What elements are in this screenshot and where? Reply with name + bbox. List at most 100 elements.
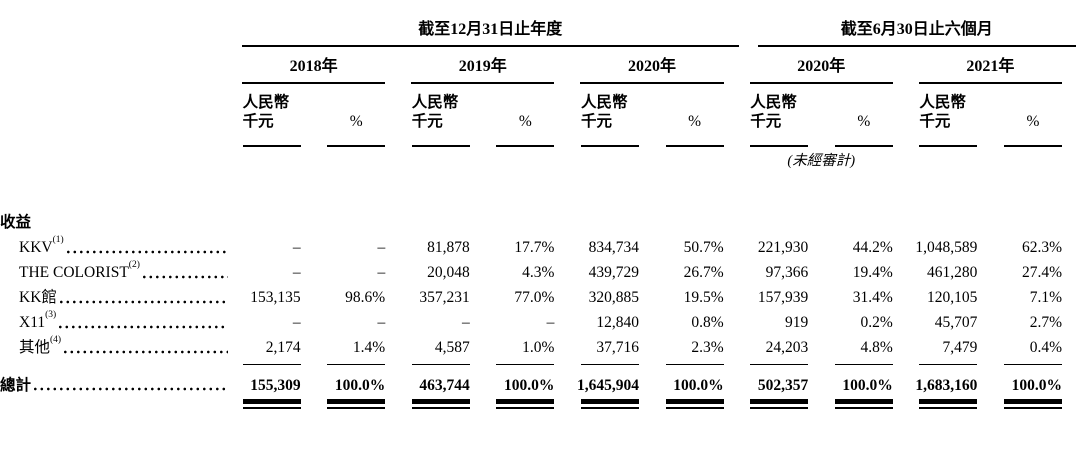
amount-cell: 37,716 — [596, 339, 639, 357]
unaudited-note: (未經審計) — [787, 152, 856, 169]
percent-cell: 4.3% — [522, 264, 555, 282]
percent-cell: – — [377, 239, 386, 257]
unaudited-note-row: (未經審計) — [0, 147, 1080, 181]
amount-cell: 4,587 — [434, 339, 470, 357]
amount-cell: 12,840 — [596, 314, 639, 332]
percent-cell: 19.4% — [852, 264, 893, 282]
amount-cell: 834,734 — [588, 239, 639, 257]
total-percent-cell: 100.0% — [1011, 376, 1062, 394]
amount-cell: 81,878 — [427, 239, 470, 257]
double-rule — [327, 399, 386, 410]
total-amount-cell: 155,309 — [250, 376, 301, 394]
total-percent-cell: 100.0% — [673, 376, 724, 394]
percent-cell: 77.0% — [514, 289, 555, 307]
amount-cell: 439,729 — [588, 264, 639, 282]
double-rule — [1004, 399, 1062, 410]
double-rule — [580, 399, 639, 410]
amount-cell: 461,280 — [927, 264, 978, 282]
total-amount-cell: 502,357 — [757, 376, 809, 394]
rule — [580, 363, 639, 366]
table-row: THE COLORIST(2) – – 20,048 4.3% 439,729 … — [0, 258, 1080, 283]
rule — [665, 363, 724, 366]
total-amount-cell: 1,683,160 — [915, 376, 978, 394]
amount-cell: 45,707 — [934, 314, 978, 332]
total-amount-cell: 463,744 — [419, 376, 470, 394]
total-amount-cell: 1,645,904 — [576, 376, 639, 394]
percent-cell: 19.5% — [683, 289, 724, 307]
percent-cell: 50.7% — [683, 239, 724, 257]
currency-unit-header: 人民幣 千元 — [411, 84, 470, 147]
table-row: KKV(1) – – 81,878 17.7% 834,734 50.7% 22… — [0, 233, 1080, 258]
amount-cell: 7,479 — [942, 339, 978, 357]
leader-dots — [142, 274, 228, 279]
double-rule — [496, 399, 555, 410]
column-header-row: 人民幣 千元 % 人民幣 千元 % 人民幣 千元 % 人民幣 千元 % 人民幣 千元 % — [0, 84, 1080, 147]
rule — [1004, 363, 1062, 366]
year-label-2021-interim: 2021年 — [918, 47, 1062, 84]
rule — [411, 363, 470, 366]
currency-unit-header: 人民幣 千元 — [580, 84, 639, 147]
currency-unit-header: 人民幣 千元 — [750, 84, 809, 147]
row-label: KK館 — [19, 289, 57, 307]
percent-cell: 27.4% — [1021, 264, 1062, 282]
row-label: 其他(4) — [19, 335, 62, 357]
percent-header: % — [327, 103, 386, 147]
amount-cell: 97,366 — [765, 264, 809, 282]
period-annual-title: 截至12月31日止年度 — [242, 20, 739, 47]
percent-cell: 44.2% — [852, 239, 893, 257]
rule — [834, 363, 893, 366]
percent-cell: 2.3% — [691, 339, 724, 357]
year-label-2019: 2019年 — [411, 47, 555, 84]
percent-cell: 1.4% — [352, 339, 386, 357]
percent-cell: 26.7% — [683, 264, 724, 282]
total-row: 總計 155,309 100.0% 463,744 100.0% 1,645,9… — [0, 369, 1080, 395]
percent-header: % — [496, 103, 555, 147]
amount-cell: – — [292, 239, 301, 257]
amount-cell: – — [292, 264, 301, 282]
percent-cell: 17.7% — [514, 239, 555, 257]
amount-cell: 153,135 — [250, 289, 301, 307]
percent-cell: 31.4% — [852, 289, 893, 307]
amount-cell: 120,105 — [927, 289, 978, 307]
leader-dots — [34, 387, 228, 392]
percent-cell: – — [546, 314, 555, 332]
currency-unit-header: 人民幣 千元 — [919, 84, 978, 147]
leader-dots — [66, 249, 228, 254]
double-rule — [411, 399, 470, 410]
period-interim-title: 截至6月30日止六個月 — [757, 20, 1076, 47]
revenue-breakdown-table: 截至12月31日止年度 截至6月30日止六個月 2018年 2019年 2020… — [0, 20, 1080, 410]
year-row: 2018年 2019年 2020年 2020年 2021年 — [0, 47, 1080, 84]
rule — [496, 363, 555, 366]
percent-header: % — [665, 103, 724, 147]
year-label-2020: 2020年 — [580, 47, 724, 84]
rule — [919, 363, 978, 366]
total-label: 總計 — [0, 376, 32, 394]
period-group-row: 截至12月31日止年度 截至6月30日止六個月 — [0, 20, 1080, 47]
amount-cell: – — [462, 314, 470, 332]
percent-cell: 0.2% — [860, 314, 893, 332]
amount-cell: 357,231 — [419, 289, 470, 307]
percent-cell: 4.8% — [860, 339, 893, 357]
percent-cell: 0.8% — [691, 314, 724, 332]
rule — [242, 363, 301, 366]
table-row: 其他(4) 2,174 1.4% 4,587 1.0% 37,716 2.3% … — [0, 333, 1080, 358]
table-row: KK館 153,135 98.6% 357,231 77.0% 320,885 … — [0, 283, 1080, 308]
double-rule — [750, 399, 809, 410]
total-percent-cell: 100.0% — [504, 376, 555, 394]
amount-cell: 221,930 — [757, 239, 809, 257]
percent-cell: 1.0% — [522, 339, 555, 357]
amount-cell: 919 — [784, 314, 809, 332]
total-percent-cell: 100.0% — [334, 376, 386, 394]
percent-cell: 2.7% — [1029, 314, 1062, 332]
percent-cell: – — [377, 264, 386, 282]
double-rule — [242, 399, 301, 410]
revenue-section-label: 收益 — [0, 214, 32, 232]
row-label: X11(3) — [19, 310, 57, 332]
percent-cell: 98.6% — [345, 289, 386, 307]
leader-dots — [59, 299, 228, 304]
rule — [750, 363, 809, 366]
section-header-row: 收益 — [0, 207, 1080, 233]
amount-cell: 20,048 — [427, 264, 470, 282]
table-row: X11(3) – – – – 12,840 0.8% 919 0.2% 45,7… — [0, 308, 1080, 333]
double-rule — [919, 399, 978, 410]
